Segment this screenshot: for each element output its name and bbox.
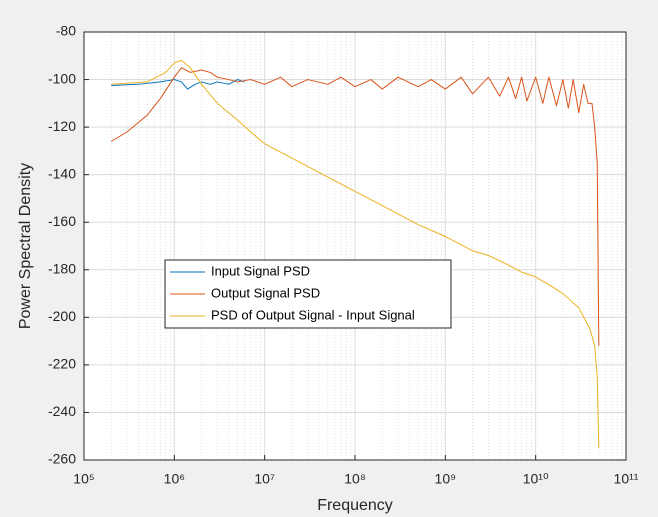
- y-tick-label: -260: [48, 451, 76, 467]
- legend: Input Signal PSD Output Signal PSD PSD of …: [164, 259, 452, 329]
- y-tick-label: -200: [48, 308, 76, 324]
- y-tick-label: -140: [48, 165, 76, 181]
- y-tick-label: -240: [48, 403, 76, 419]
- x-tick-label: 10⁸: [344, 471, 366, 487]
- y-tick-label: -180: [48, 260, 76, 276]
- x-tick-label: 10¹¹: [614, 471, 639, 487]
- x-tick-label: 10⁹: [435, 471, 457, 487]
- y-tick-label: -80: [56, 23, 76, 39]
- y-tick-label: -120: [48, 118, 76, 134]
- x-tick-label: 10⁷: [254, 471, 275, 487]
- x-axis-label: Frequency: [317, 497, 393, 514]
- y-tick-label: -220: [48, 356, 76, 372]
- series-line: [110, 67, 600, 346]
- legend-label: Input Signal PSD: [211, 263, 310, 278]
- x-tick-label: 10⁵: [73, 471, 94, 487]
- x-tick-label: 10¹⁰: [523, 471, 549, 487]
- y-tick-label: -160: [48, 213, 76, 229]
- legend-label: PSD of Output Signal - Input Signal: [211, 307, 415, 322]
- x-tick-label: 10⁶: [164, 471, 185, 487]
- y-axis-label: Power Spectral Density: [17, 163, 34, 329]
- series-line: [111, 60, 600, 449]
- y-tick-label: -100: [48, 70, 76, 86]
- legend-label: Output Signal PSD: [211, 285, 320, 300]
- legend-box: [164, 259, 452, 329]
- series-line: [111, 79, 245, 90]
- axes-box: [83, 31, 627, 461]
